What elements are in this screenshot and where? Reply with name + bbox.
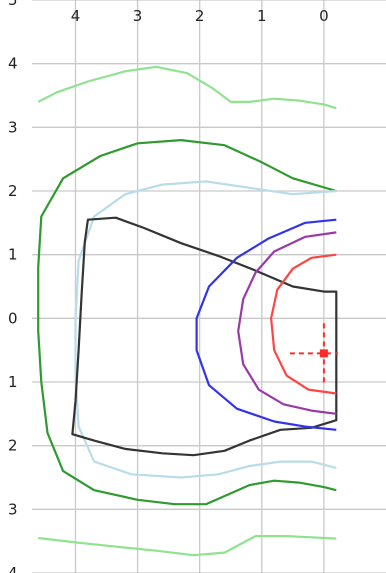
- contour-line-7: [237, 231, 337, 415]
- contour-line-5: [71, 216, 338, 457]
- y-tick-label: 5: [8, 0, 18, 9]
- series-layer: [37, 65, 338, 557]
- crosshair-marker: [289, 323, 338, 384]
- y-tick-label: 2: [8, 437, 18, 455]
- contour-line-3: [37, 139, 337, 506]
- contour-line-2: [38, 535, 337, 557]
- grid: [32, 0, 386, 573]
- y-tick-label: 4: [8, 55, 18, 73]
- x-tick-label: 3: [133, 7, 143, 25]
- y-tick-label: 4: [8, 564, 18, 573]
- contour-line-6: [195, 218, 337, 431]
- x-tick-label: 0: [319, 7, 329, 25]
- y-tick-label: 1: [8, 246, 18, 264]
- y-tick-label: 3: [8, 500, 18, 518]
- y-tick-labels: 5 4 3 2 1 0 1 2 3 4: [8, 0, 18, 573]
- y-tick-label: 2: [8, 182, 18, 200]
- y-tick-label: 3: [8, 118, 18, 136]
- contour-line-4: [74, 180, 337, 479]
- x-tick-labels: 4 3 2 1 0: [71, 7, 329, 25]
- x-tick-label: 2: [195, 7, 205, 25]
- contour-line-8: [270, 253, 337, 395]
- contour-line-1: [37, 65, 337, 110]
- x-tick-label: 1: [257, 7, 267, 25]
- y-tick-label: 0: [8, 309, 18, 327]
- crosshair-center: [319, 349, 328, 358]
- y-tick-label: 1: [8, 373, 18, 391]
- x-tick-label: 4: [71, 7, 81, 25]
